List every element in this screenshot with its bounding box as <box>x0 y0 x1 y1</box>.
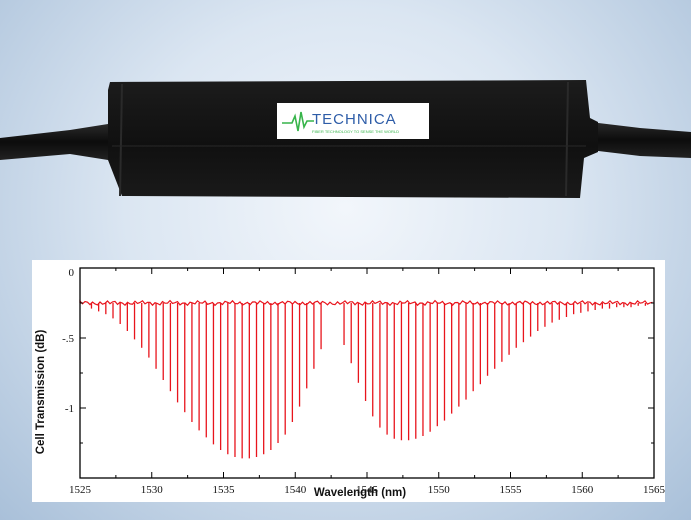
x-tick-label: 1560 <box>571 484 594 496</box>
x-axis-label: Wavelength (nm) <box>314 487 406 499</box>
baseline-trace <box>79 299 653 307</box>
transmission-plot-panel: 1525 1530 1535 1540 1545 1550 1555 1560 1565 0 -.… <box>32 260 665 502</box>
x-axis-ticks: 1525 1530 1535 1540 1545 1550 1555 1560 1565 <box>69 268 665 496</box>
x-tick-label: 1535 <box>213 484 236 496</box>
left-fiber-cable <box>0 124 108 160</box>
right-fiber-cable <box>590 122 691 158</box>
y-tick-label: 0 <box>69 267 75 279</box>
y-tick-label: -.5 <box>62 333 74 345</box>
x-tick-label: 1550 <box>428 484 451 496</box>
x-tick-label: 1565 <box>643 484 665 496</box>
gas-cell-device-photo: TECHNICA FIBER TECHNOLOGY TO SENSE THE W… <box>0 80 691 198</box>
logo-text: TECHNICA <box>312 111 397 128</box>
x-tick-label: 1540 <box>284 484 307 496</box>
absorption-lines <box>90 303 647 459</box>
plot-frame <box>79 267 655 479</box>
x-tick-label: 1555 <box>500 484 523 496</box>
y-axis-ticks: 0 -.5 -1 <box>62 267 654 444</box>
logo-pulse-icon <box>282 111 314 132</box>
transmission-chart: 1525 1530 1535 1540 1545 1550 1555 1560 1565 0 -.… <box>35 267 665 499</box>
logo-tagline: FIBER TECHNOLOGY TO SENSE THE WORLD <box>312 129 399 134</box>
x-tick-label: 1525 <box>69 484 92 496</box>
technica-logo: TECHNICA FIBER TECHNOLOGY TO SENSE THE W… <box>277 103 429 139</box>
x-tick-label: 1530 <box>141 484 164 496</box>
y-axis-label: Cell Transmission (dB) <box>35 330 47 455</box>
y-tick-label: -1 <box>65 403 74 415</box>
x-tick-label: 1545 <box>356 484 379 496</box>
